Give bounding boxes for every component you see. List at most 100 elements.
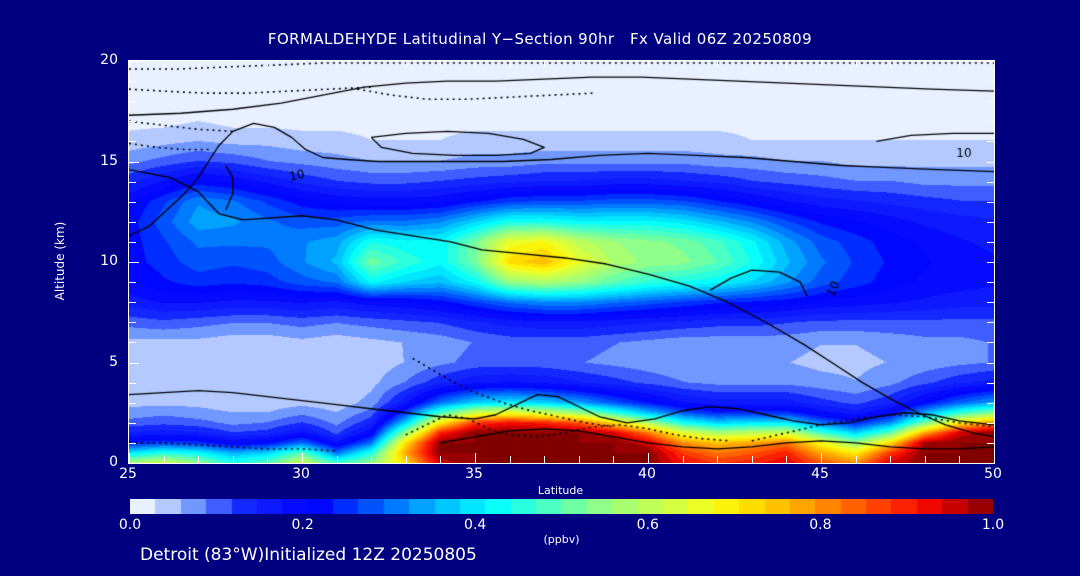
yaxis-tick-right: [987, 202, 994, 203]
yaxis-tick-label: 15: [100, 152, 118, 169]
yaxis-tick: [129, 202, 136, 203]
xaxis-tick: [648, 453, 649, 463]
yaxis-tick-right: [987, 302, 994, 303]
yaxis-tick: [129, 363, 139, 364]
yaxis-tick: [129, 242, 136, 243]
xaxis-tick-label: 30: [292, 466, 310, 482]
yaxis-tick: [129, 423, 136, 424]
yaxis-title: Altitude (km): [53, 221, 67, 301]
footer-caption: Detroit (83°W)Initialized 12Z 20250805: [140, 545, 477, 565]
xaxis-tick-top: [890, 61, 891, 68]
yaxis-tick-label: 20: [100, 52, 118, 68]
yaxis-tick-right: [987, 61, 994, 62]
xaxis-tick: [371, 456, 372, 463]
yaxis-tick: [129, 262, 139, 263]
yaxis-tick-right: [987, 322, 994, 323]
colorbar-tick-label: 0.6: [636, 517, 659, 533]
xaxis-tick-top: [233, 61, 234, 68]
xaxis-tick: [821, 453, 822, 463]
page-title: FORMALDEHYDE Latitudinal Y−Section 90hr …: [267, 30, 813, 48]
xaxis-tick: [302, 453, 303, 463]
xaxis-tick-top: [959, 61, 960, 68]
yaxis-tick-right: [987, 342, 994, 343]
yaxis-tick: [129, 141, 136, 142]
yaxis-tick: [129, 182, 136, 183]
yaxis-tick: [129, 322, 136, 323]
colorbar-tick-label: 0.8: [809, 517, 832, 533]
xaxis-tick-top: [371, 61, 372, 68]
colorbar-units-label: (ppbv): [543, 533, 580, 546]
xaxis-tick: [510, 456, 511, 463]
yaxis-tick: [129, 403, 136, 404]
yaxis-tick-label: 10: [100, 253, 118, 269]
xaxis-tick-label: 50: [984, 466, 1002, 482]
xaxis-tick-top: [994, 61, 995, 68]
xaxis-tick-top: [683, 61, 684, 68]
colorbar-canvas: [130, 499, 993, 514]
xaxis-tick-top: [129, 61, 130, 68]
xaxis-tick-top: [925, 61, 926, 68]
xaxis-tick-top: [302, 61, 303, 68]
xaxis-tick: [717, 456, 718, 463]
colorbar: [130, 499, 993, 514]
yaxis-tick-right: [987, 463, 994, 464]
yaxis-tick-right: [987, 121, 994, 122]
xaxis-tick-top: [267, 61, 268, 68]
xaxis-tick-top: [648, 61, 649, 68]
yaxis-tick: [129, 81, 136, 82]
xaxis-tick: [752, 456, 753, 463]
yaxis-tick-right: [987, 81, 994, 82]
xaxis-tick: [406, 456, 407, 463]
yaxis-tick: [129, 162, 139, 163]
xaxis-tick-top: [164, 61, 165, 68]
xaxis-tick-top: [786, 61, 787, 68]
yaxis-tick-right: [987, 182, 994, 183]
xaxis-tick-label: 45: [811, 466, 829, 482]
xaxis-tick: [129, 453, 130, 463]
yaxis-tick-right: [987, 423, 994, 424]
yaxis-tick: [129, 443, 136, 444]
xaxis-tick: [233, 456, 234, 463]
yaxis-tick: [129, 383, 136, 384]
xaxis-tick-top: [337, 61, 338, 68]
yaxis-tick: [129, 302, 136, 303]
yaxis-tick-right: [987, 403, 994, 404]
yaxis-tick-right: [987, 443, 994, 444]
yaxis-tick-right: [987, 242, 994, 243]
xaxis-tick-top: [475, 61, 476, 68]
yaxis-tick-right: [987, 282, 994, 283]
xaxis-tick-top: [510, 61, 511, 68]
xaxis-tick-top: [406, 61, 407, 68]
xaxis-tick-top: [579, 61, 580, 68]
xaxis-tick: [267, 456, 268, 463]
yaxis-tick: [129, 282, 136, 283]
xaxis-tick: [440, 456, 441, 463]
yaxis-tick: [129, 222, 136, 223]
xaxis-tick: [683, 456, 684, 463]
xaxis-tick: [786, 456, 787, 463]
heatmap-canvas: [129, 61, 994, 463]
xaxis-tick-top: [752, 61, 753, 68]
yaxis-tick: [129, 342, 136, 343]
xaxis-tick: [164, 456, 165, 463]
xaxis-tick: [198, 456, 199, 463]
xaxis-tick-top: [613, 61, 614, 68]
yaxis-tick: [129, 121, 136, 122]
xaxis-tick: [337, 456, 338, 463]
xaxis-tick: [544, 456, 545, 463]
xaxis-tick: [959, 456, 960, 463]
yaxis-tick: [129, 463, 139, 464]
yaxis-tick: [129, 101, 136, 102]
xaxis-tick: [994, 453, 995, 463]
yaxis-tick-right: [987, 363, 994, 364]
xaxis-tick-top: [856, 61, 857, 68]
yaxis-tick-right: [987, 101, 994, 102]
xaxis-tick-top: [198, 61, 199, 68]
xaxis-title: Latitude: [537, 484, 584, 497]
xaxis-tick-label: 35: [465, 466, 483, 482]
yaxis-tick-label: 5: [109, 353, 118, 370]
colorbar-tick-label: 0.4: [464, 517, 487, 533]
xaxis-tick-top: [821, 61, 822, 68]
xaxis-tick-top: [717, 61, 718, 68]
colorbar-tick-label: 0.0: [118, 517, 142, 533]
